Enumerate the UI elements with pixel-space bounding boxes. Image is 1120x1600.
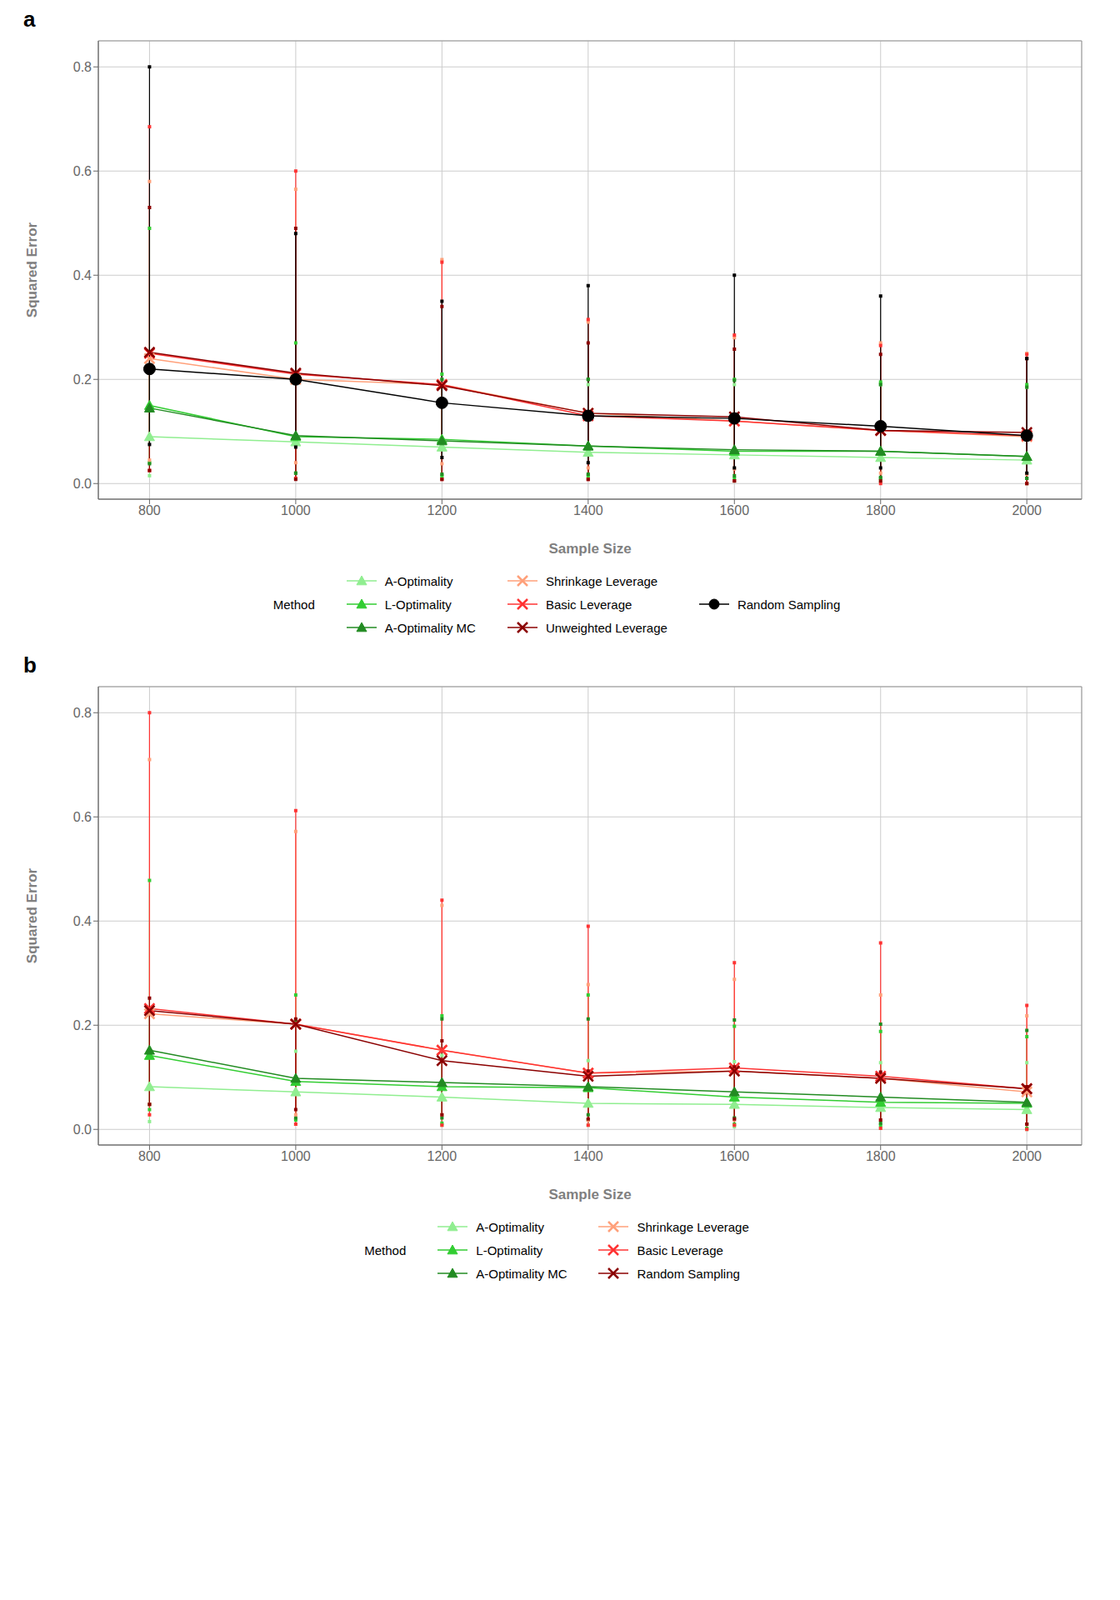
html-text:A-Optimality MC: A-Optimality MC bbox=[384, 620, 476, 635]
svg-text:Sample Size: Sample Size bbox=[548, 1186, 631, 1203]
svg-text:1400: 1400 bbox=[573, 503, 604, 518]
svg-text:1800: 1800 bbox=[865, 503, 896, 518]
svg-text:2000: 2000 bbox=[1011, 503, 1042, 518]
svg-text:1600: 1600 bbox=[719, 503, 750, 518]
svg-text:1800: 1800 bbox=[865, 1149, 896, 1164]
svg-text:1000: 1000 bbox=[280, 1149, 311, 1164]
html-text:L-Optimality: L-Optimality bbox=[476, 1242, 543, 1258]
html-text:L-Optimality: L-Optimality bbox=[384, 597, 452, 612]
svg-text:1400: 1400 bbox=[573, 1149, 604, 1164]
html-text:a: a bbox=[23, 6, 36, 32]
svg-text:800: 800 bbox=[138, 503, 161, 518]
svg-text:0.0: 0.0 bbox=[73, 1122, 92, 1137]
svg-text:0.6: 0.6 bbox=[73, 164, 92, 179]
svg-text:0.4: 0.4 bbox=[73, 914, 92, 929]
svg-text:0.2: 0.2 bbox=[73, 1018, 92, 1033]
svg-text:Squared Error: Squared Error bbox=[24, 867, 40, 964]
html-text:Shrinkage Leverage: Shrinkage Leverage bbox=[637, 1219, 749, 1234]
html-text:Basic Leverage: Basic Leverage bbox=[545, 597, 632, 612]
html-text:A-Optimality: A-Optimality bbox=[384, 573, 453, 588]
svg-text:0.4: 0.4 bbox=[73, 268, 92, 283]
svg-text:1200: 1200 bbox=[427, 503, 458, 518]
svg-text:0.2: 0.2 bbox=[73, 372, 92, 387]
svg-text:0.8: 0.8 bbox=[73, 705, 92, 720]
svg-text:1200: 1200 bbox=[427, 1149, 458, 1164]
html-text:Basic Leverage: Basic Leverage bbox=[637, 1242, 724, 1258]
html-text:Method: Method bbox=[364, 1242, 407, 1258]
html-text:A-Optimality MC: A-Optimality MC bbox=[476, 1266, 568, 1281]
svg-text:0.6: 0.6 bbox=[73, 810, 92, 825]
svg-text:0.0: 0.0 bbox=[73, 476, 92, 491]
html-text:Random Sampling: Random Sampling bbox=[737, 597, 841, 612]
svg-text:Squared Error: Squared Error bbox=[24, 221, 40, 318]
svg-text:0.8: 0.8 bbox=[73, 60, 92, 75]
html-text:Random Sampling: Random Sampling bbox=[637, 1266, 740, 1281]
html-text:b: b bbox=[23, 652, 37, 678]
html-text:Unweighted Leverage: Unweighted Leverage bbox=[545, 620, 668, 635]
html-text:Method: Method bbox=[273, 597, 315, 612]
html-text:Shrinkage Leverage: Shrinkage Leverage bbox=[545, 573, 658, 588]
svg-text:800: 800 bbox=[138, 1149, 161, 1164]
svg-text:1600: 1600 bbox=[719, 1149, 750, 1164]
svg-text:2000: 2000 bbox=[1011, 1149, 1042, 1164]
html-text:A-Optimality: A-Optimality bbox=[476, 1219, 545, 1234]
svg-text:Sample Size: Sample Size bbox=[548, 540, 631, 557]
svg-text:1000: 1000 bbox=[280, 503, 311, 518]
